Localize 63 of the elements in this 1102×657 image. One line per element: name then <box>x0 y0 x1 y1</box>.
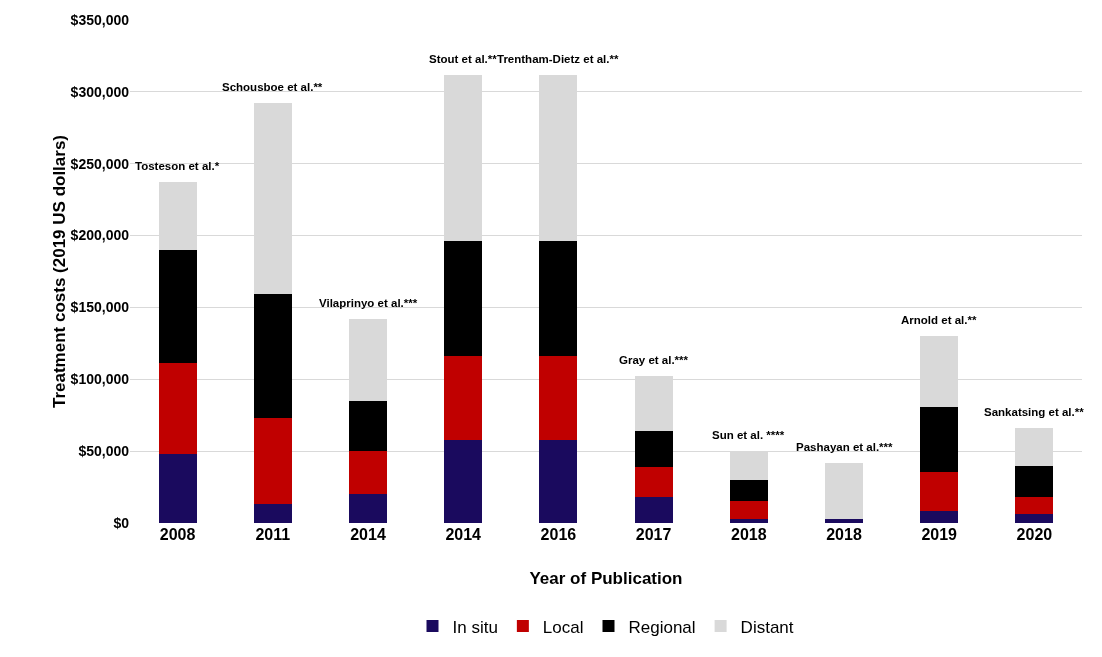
y-tick-label: $200,000 <box>70 227 130 244</box>
bar <box>348 451 388 495</box>
annotation: Tosteson et al.* <box>135 160 220 172</box>
annotation: Gray et al.*** <box>619 354 689 366</box>
bar <box>348 494 388 523</box>
bar <box>158 249 197 364</box>
annotation: Stout et al.** <box>429 53 498 65</box>
annotation: Trentham-Dietz et al.** <box>497 53 619 65</box>
x-tick-label: 2019 <box>921 526 958 543</box>
x-tick-label: 2014 <box>350 526 386 543</box>
x-tick-label: 2014 <box>445 526 482 543</box>
bar <box>920 471 959 511</box>
x-axis-title: Year of Publication <box>529 569 683 588</box>
y-tick-label: $100,000 <box>70 371 130 388</box>
bar <box>729 501 768 520</box>
x-tick-label: 2008 <box>159 526 196 543</box>
bar <box>729 519 768 523</box>
legend-label: Distant <box>740 617 794 637</box>
y-tick-label: $50,000 <box>78 443 130 460</box>
bar <box>634 497 673 523</box>
x-tick-label: 2020 <box>1016 526 1053 543</box>
annotation: Vilaprinyo et al.*** <box>319 297 418 309</box>
bar <box>824 518 864 523</box>
y-tick-label: $300,000 <box>70 83 130 100</box>
bar <box>444 241 483 357</box>
x-tick-label: 2018 <box>826 526 862 543</box>
y-axis-title: Treatment costs (2019 US dollars) <box>49 134 69 409</box>
bar <box>444 439 483 523</box>
bar <box>634 431 673 467</box>
bar <box>920 510 959 523</box>
bar <box>158 363 197 455</box>
bar <box>253 418 292 505</box>
bar <box>920 406 959 472</box>
annotation: Sun et al. **** <box>712 429 785 441</box>
y-tick-label: $150,000 <box>70 299 130 316</box>
bar <box>634 466 673 498</box>
y-tick-label: $250,000 <box>70 155 130 172</box>
x-tick-label: 2017 <box>635 526 672 543</box>
bar <box>539 356 578 440</box>
bar <box>1015 466 1054 498</box>
bar <box>539 439 578 523</box>
bar <box>824 462 864 519</box>
annotation: Pashayan et al.*** <box>796 441 894 453</box>
x-tick-label: 2016 <box>540 526 577 543</box>
bar <box>158 454 197 523</box>
x-tick-label: 2018 <box>731 526 767 543</box>
bar <box>539 241 578 357</box>
annotation: Schousboe et al.** <box>222 81 323 93</box>
y-tick-label: $0 <box>113 514 130 531</box>
legend-label: In situ <box>452 617 498 637</box>
bar <box>444 356 483 440</box>
bar <box>729 479 768 502</box>
y-tick-label: $350,000 <box>70 11 130 28</box>
bar <box>1015 513 1054 523</box>
legend-label: Local <box>542 617 584 637</box>
x-tick-label: 2011 <box>255 526 291 543</box>
annotation: Arnold et al.** <box>901 314 977 326</box>
bar <box>253 294 292 419</box>
legend-label: Regional <box>628 617 696 637</box>
bar <box>253 504 292 523</box>
bar <box>1015 497 1054 514</box>
bar <box>348 400 388 452</box>
annotation: Sankatsing et al.** <box>984 406 1085 418</box>
